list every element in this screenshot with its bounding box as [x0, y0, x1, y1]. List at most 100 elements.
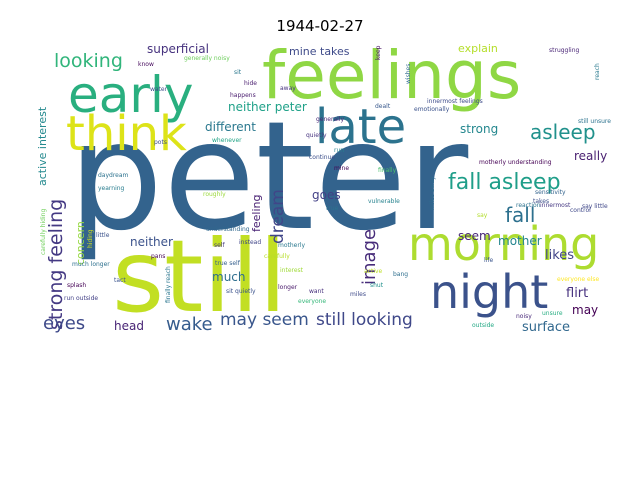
cloud-word: mine takes — [289, 45, 350, 58]
cloud-word: still — [112, 218, 287, 335]
cloud-word: active interest — [36, 106, 49, 186]
cloud-word: splash — [67, 282, 86, 289]
cloud-word: tact — [114, 277, 126, 284]
cloud-word: instead — [239, 239, 261, 246]
cloud-word: struggling — [549, 47, 580, 54]
cloud-word: still unsure — [578, 118, 611, 125]
cloud-word: generally — [316, 116, 344, 123]
cloud-word: true self — [215, 260, 241, 267]
cloud-word: keep — [375, 45, 382, 60]
cloud-word: neither — [130, 235, 173, 249]
cloud-word: think — [66, 106, 187, 162]
cloud-word: still looking — [316, 310, 413, 330]
cloud-word: strong — [460, 122, 498, 136]
cloud-word: image — [359, 229, 380, 285]
cloud-word: carefully — [264, 253, 290, 260]
cloud-word: different — [205, 120, 256, 134]
cloud-word: likes — [545, 248, 574, 263]
cloud-word: everyone — [298, 298, 326, 305]
cloud-word: eyes — [43, 313, 85, 334]
cloud-word: vulnerable — [368, 198, 400, 205]
cloud-word: late — [315, 99, 406, 155]
cloud-word: finally reach — [165, 266, 172, 303]
cloud-word: bang — [393, 271, 408, 278]
cloud-word: looking — [54, 50, 123, 72]
cloud-word: may seem — [220, 310, 309, 330]
cloud-word: motherly — [278, 242, 305, 249]
cloud-word: feeling — [250, 195, 263, 232]
cloud-word: hiding — [87, 229, 94, 248]
cloud-word: generally noisy — [184, 55, 230, 62]
cloud-word: feelings — [262, 37, 521, 114]
cloud-word: may — [572, 303, 598, 317]
cloud-word: fall — [505, 203, 535, 227]
cloud-word: away — [280, 85, 296, 92]
cloud-word: much — [212, 270, 246, 284]
cloud-word: whenever — [212, 137, 242, 144]
cloud-word: fall asleep — [448, 170, 561, 195]
cloud-word: asleep — [530, 120, 596, 144]
cloud-word: reaction — [516, 202, 541, 209]
cloud-word: control — [570, 207, 591, 214]
cloud-word: longer — [278, 284, 298, 291]
cloud-word: neither peter — [228, 100, 307, 114]
cloud-word: surface — [522, 320, 570, 335]
cloud-word: superficial — [147, 42, 209, 56]
cloud-word: innermost — [540, 202, 571, 209]
cloud-word: active — [364, 268, 383, 275]
cloud-word: shut — [370, 282, 384, 289]
cloud-word: seem — [458, 229, 491, 243]
cloud-word: quietly — [306, 132, 327, 139]
cloud-word: innermost feelings — [427, 98, 483, 105]
cloud-word: self — [214, 242, 225, 249]
cloud-word: strong feeling — [45, 199, 67, 330]
cloud-word: happens — [230, 92, 256, 99]
cloud-word: life — [484, 257, 493, 264]
cloud-word: unsure — [542, 310, 563, 317]
cloud-word: outside — [472, 322, 494, 329]
cloud-word: want — [309, 288, 324, 295]
cloud-word: night — [430, 265, 548, 319]
cloud-word: much longer — [72, 261, 110, 268]
cloud-word: explain — [458, 42, 498, 55]
cloud-word: continue — [309, 154, 335, 161]
cloud-word: run outside — [64, 295, 98, 302]
cloud-word: carefully hiding — [40, 209, 47, 255]
cloud-word: know — [138, 61, 154, 68]
cloud-word: motherly understanding — [479, 159, 552, 166]
cloud-word: mine — [334, 165, 349, 172]
cloud-word: sit — [234, 69, 242, 76]
cloud-word: little — [96, 232, 110, 239]
cloud-word: dream — [268, 189, 288, 244]
cloud-word: peter — [68, 90, 469, 264]
cloud-word: true — [326, 205, 339, 212]
cloud-word: really — [574, 149, 607, 163]
cloud-word: goes — [312, 188, 341, 202]
cloud-word: reach — [594, 63, 601, 80]
cloud-word: dealt — [375, 103, 391, 110]
cloud-word: understanding — [206, 226, 250, 233]
cloud-word: miles — [350, 291, 366, 298]
cloud-word: head — [114, 319, 144, 333]
cloud-word: daydream — [98, 172, 129, 179]
cloud-word: run — [334, 147, 344, 154]
cloud-word: sensitivity — [535, 189, 566, 196]
cloud-word: morning — [408, 217, 599, 271]
cloud-word: noisy — [516, 313, 532, 320]
cloud-word: water — [150, 86, 168, 93]
cloud-word: takes — [533, 198, 549, 205]
cloud-word: sit quietly — [226, 288, 256, 295]
cloud-word: miles away — [429, 176, 436, 210]
cloud-word: concern — [74, 221, 87, 265]
cloud-word: early — [68, 66, 193, 124]
cloud-word: pots — [154, 139, 167, 146]
chart-title: 1944-02-27 — [276, 17, 364, 35]
cloud-word: pans — [151, 253, 165, 260]
cloud-word: interest — [280, 267, 304, 274]
cloud-word: flirt — [566, 286, 588, 301]
cloud-word: say — [477, 212, 488, 219]
cloud-word: wake — [166, 314, 213, 335]
cloud-word: yearning — [98, 185, 125, 192]
cloud-word: everyone else — [557, 276, 600, 283]
